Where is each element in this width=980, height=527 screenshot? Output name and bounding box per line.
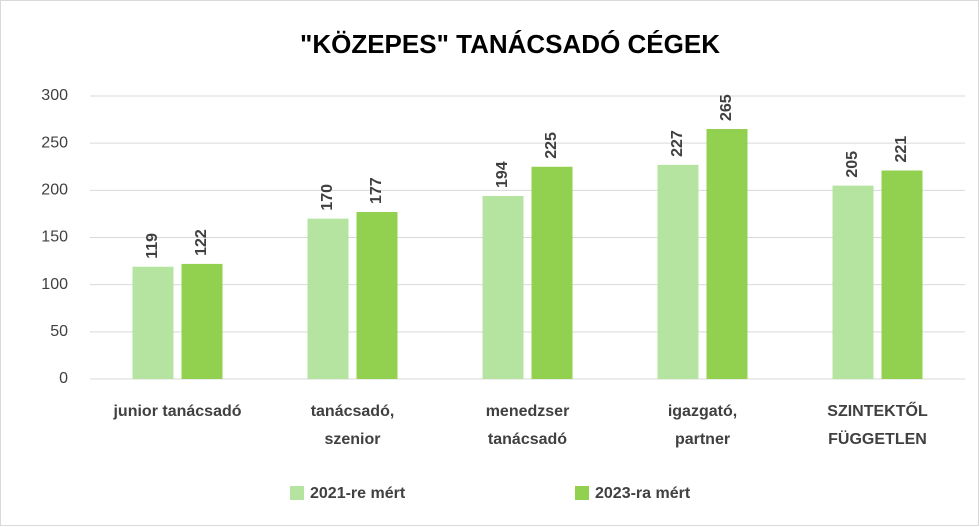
y-tick-label: 150 xyxy=(41,229,68,246)
legend-label: 2023-ra mért xyxy=(595,485,691,502)
bar xyxy=(181,263,223,379)
bar xyxy=(356,212,398,379)
x-tick-label: igazgató, partner xyxy=(668,403,737,448)
legend-label: 2021-re mért xyxy=(310,485,406,502)
y-tick-label: 250 xyxy=(41,134,68,151)
data-label: 225 xyxy=(543,132,560,159)
data-label: 122 xyxy=(193,229,210,256)
y-tick-label: 200 xyxy=(41,182,68,199)
chart-title: "KÖZEPES" TANÁCSADÓ CÉGEK xyxy=(300,29,720,59)
bar xyxy=(657,164,699,379)
data-label: 177 xyxy=(368,177,385,204)
data-label: 170 xyxy=(319,184,336,211)
legend-swatch xyxy=(290,486,304,500)
bar xyxy=(307,218,349,379)
x-tick-label: menedzser tanácsadó xyxy=(486,403,570,448)
bar xyxy=(132,266,174,379)
data-label: 194 xyxy=(494,161,511,188)
y-tick-label: 300 xyxy=(41,87,68,104)
bar xyxy=(832,185,874,379)
y-tick-label: 50 xyxy=(50,323,68,340)
data-label: 205 xyxy=(844,151,861,178)
bar xyxy=(531,166,573,379)
y-tick-label: 100 xyxy=(41,276,68,293)
data-label: 227 xyxy=(669,130,686,157)
y-tick-label: 0 xyxy=(59,370,68,387)
data-label: 119 xyxy=(144,233,161,259)
x-tick-label: tanácsadó, szenior xyxy=(311,403,395,448)
data-label: 221 xyxy=(893,136,910,163)
x-tick-label: SZINTEKTŐL FÜGGETLEN xyxy=(827,401,928,448)
bar xyxy=(482,195,524,379)
legend-swatch xyxy=(575,486,589,500)
bar xyxy=(881,170,923,379)
data-label: 265 xyxy=(718,94,735,121)
x-tick-label: junior tanácsadó xyxy=(112,403,241,420)
bar xyxy=(706,129,748,379)
